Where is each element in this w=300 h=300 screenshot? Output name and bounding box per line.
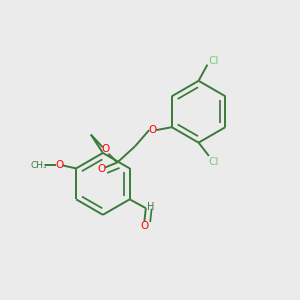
Text: Cl: Cl xyxy=(208,56,218,66)
Text: O: O xyxy=(97,164,105,174)
Text: CH₃: CH₃ xyxy=(31,161,47,170)
Text: O: O xyxy=(148,125,157,135)
Text: O: O xyxy=(140,221,148,231)
Text: H: H xyxy=(148,202,155,212)
Text: O: O xyxy=(56,160,64,170)
Text: O: O xyxy=(101,144,110,154)
Text: Cl: Cl xyxy=(208,158,218,167)
